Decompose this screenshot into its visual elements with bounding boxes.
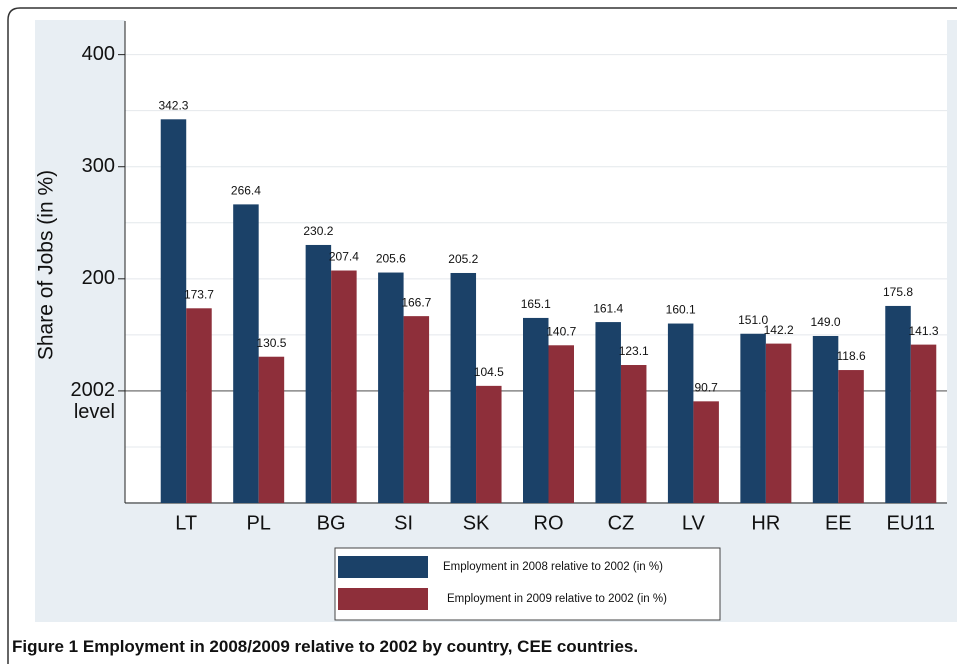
x-tick-label: SK [463, 512, 490, 534]
x-tick-label: LV [682, 512, 706, 534]
bar [331, 270, 357, 503]
value-label: 141.3 [909, 324, 939, 338]
y-tick-label: 200 [82, 267, 115, 289]
value-label: 207.4 [329, 250, 359, 264]
caption-label: Figure 1 [12, 637, 78, 656]
x-tick-label: RO [534, 512, 564, 534]
value-label: 151.0 [738, 313, 768, 327]
bar [186, 308, 212, 503]
legend-label: Employment in 2009 relative to 2002 (in … [447, 593, 667, 605]
bar [885, 305, 911, 503]
frame [7, 7, 957, 664]
bar [548, 345, 574, 503]
bar [838, 370, 864, 503]
bar [476, 385, 502, 503]
caption-text: Employment in 2008/2009 relative to 2002… [83, 637, 638, 656]
bar [595, 322, 621, 503]
value-label: 205.2 [448, 252, 478, 266]
x-tick-label: BG [317, 512, 346, 534]
value-label: 118.6 [836, 349, 865, 363]
value-label: 166.7 [401, 295, 431, 309]
value-label: 165.1 [521, 297, 551, 311]
value-label: 142.2 [764, 323, 794, 337]
bar [620, 365, 647, 503]
x-tick-label: HR [751, 512, 780, 534]
legend-label: Employment in 2008 relative to 2002 (in … [443, 561, 663, 573]
bar [258, 356, 285, 503]
value-label: 205.6 [376, 252, 406, 266]
x-tick-label: PL [246, 512, 270, 534]
value-label: 160.1 [666, 303, 696, 317]
bar [378, 272, 404, 503]
bar [910, 344, 937, 503]
x-tick-label: SI [394, 512, 413, 534]
bar [305, 244, 332, 503]
x-tick-label: LT [175, 512, 197, 534]
bar [765, 343, 792, 503]
value-label: 266.4 [231, 184, 261, 198]
bar [450, 272, 477, 503]
value-label: 149.0 [811, 315, 841, 329]
bar [523, 317, 549, 503]
y-axis-label: Share of Jobs (in %) [35, 170, 58, 360]
x-tick-label: CZ [608, 512, 635, 534]
value-label: 140.7 [546, 324, 576, 338]
legend-swatch [338, 588, 428, 610]
value-label: 123.1 [619, 344, 649, 358]
bar [740, 333, 766, 503]
value-label: 104.5 [474, 365, 504, 379]
value-label: 230.2 [303, 224, 333, 238]
caption: Figure 1 Employment in 2008/2009 relativ… [12, 637, 638, 656]
value-label: 175.8 [883, 285, 913, 299]
y-tick-label: 300 [82, 155, 115, 177]
bar [233, 204, 259, 503]
bar [812, 335, 839, 503]
y-tick-label: 400 [82, 43, 115, 65]
y-tick-label-text: 2002 level [71, 379, 116, 423]
value-label: 161.4 [593, 301, 623, 315]
bar [667, 323, 694, 503]
value-label: 90.7 [694, 381, 718, 395]
bar [693, 401, 719, 503]
x-tick-label: EU11 [886, 512, 935, 534]
value-label: 130.5 [256, 336, 286, 350]
bar [403, 316, 430, 503]
y-tick-label: 2002 level [71, 379, 116, 423]
x-tick-label: EE [825, 512, 852, 534]
bar [160, 119, 187, 504]
value-label: 342.3 [158, 98, 188, 112]
value-label: 173.7 [184, 287, 214, 301]
legend-swatch [338, 556, 428, 578]
